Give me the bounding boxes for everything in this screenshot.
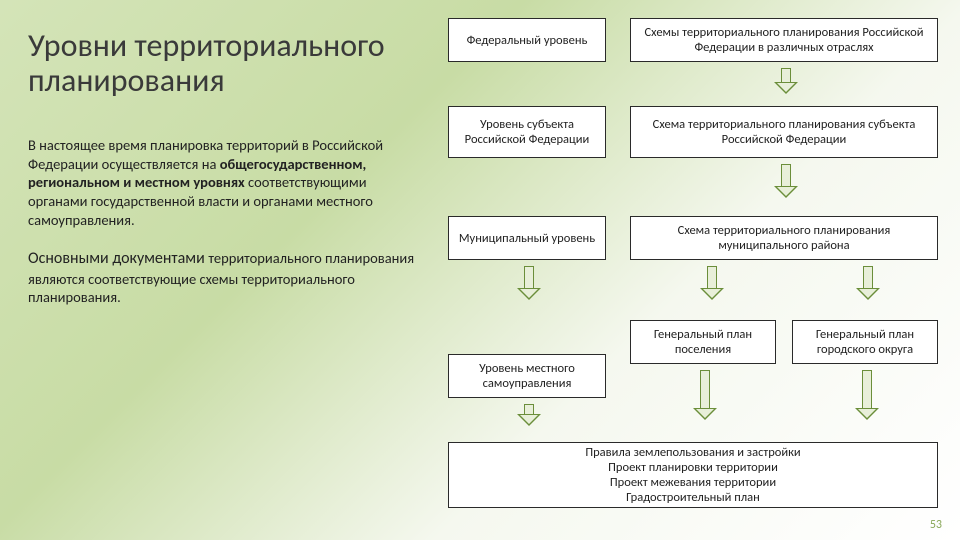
p2a: Основными документами bbox=[28, 249, 208, 268]
arrow-icon bbox=[517, 266, 541, 300]
left-column: Уровни территориального планирования В н… bbox=[28, 28, 418, 327]
box-general-plan-city: Генеральный план городского округа bbox=[792, 320, 938, 364]
arrow-icon bbox=[774, 68, 798, 94]
arrow-icon bbox=[856, 266, 880, 300]
arrow-icon bbox=[517, 404, 541, 426]
arrow-icon bbox=[693, 370, 717, 420]
box-federal-schemes: Схемы территориального планирования Росс… bbox=[630, 18, 938, 62]
arrow-icon bbox=[774, 164, 798, 198]
arrow-icon bbox=[700, 266, 724, 300]
box-local-level: Уровень местного самоуправления bbox=[448, 354, 606, 398]
paragraph-1: В настоящее время планировка территорий … bbox=[28, 136, 418, 229]
box-subject-level: Уровень субъекта Российской Федерации bbox=[448, 106, 606, 158]
box-general-plan-settlement: Генеральный план поселения bbox=[630, 320, 776, 364]
page-number: 53 bbox=[930, 518, 942, 532]
arrow-icon bbox=[855, 370, 879, 420]
paragraph-2: Основными документами территориального п… bbox=[28, 249, 418, 307]
box-municipal-scheme: Схема территориального планирования муни… bbox=[630, 216, 938, 260]
box-federal-level: Федеральный уровень bbox=[448, 18, 606, 62]
box-subject-scheme: Схема территориального планирования субъ… bbox=[630, 106, 938, 158]
box-municipal-level: Муниципальный уровень bbox=[448, 216, 606, 260]
box-documents: Правила землепользования и застройки Про… bbox=[448, 442, 938, 508]
page-title: Уровни территориального планирования bbox=[28, 28, 418, 98]
